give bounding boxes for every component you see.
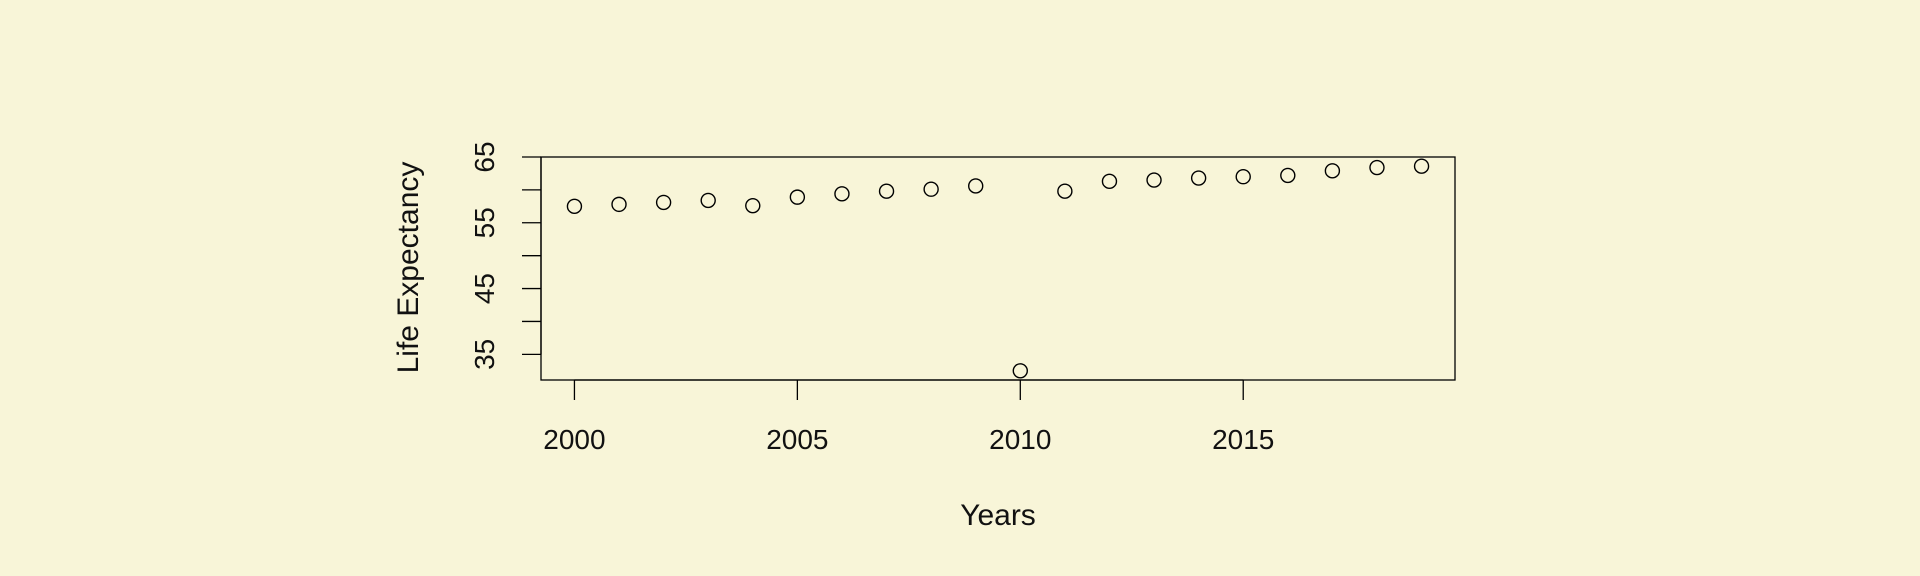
data-point bbox=[878, 183, 895, 199]
y-axis-ticks: 35 45 55 65 bbox=[469, 141, 541, 370]
x-axis-title: Years bbox=[960, 499, 1036, 532]
data-point bbox=[1280, 167, 1296, 184]
x-tick-label: 2000 bbox=[543, 424, 605, 455]
data-point bbox=[611, 196, 627, 213]
data-point bbox=[1235, 169, 1251, 185]
data-point bbox=[655, 194, 672, 211]
data-point bbox=[1057, 183, 1073, 199]
data-point bbox=[1012, 363, 1028, 379]
data-point bbox=[1413, 158, 1430, 174]
data-point bbox=[566, 198, 583, 215]
x-tick-label: 2010 bbox=[989, 424, 1051, 455]
x-tick-label: 2005 bbox=[766, 424, 828, 455]
data-point bbox=[1369, 159, 1385, 176]
y-tick-label: 55 bbox=[469, 207, 500, 238]
y-axis-title: Life Expectancy bbox=[392, 162, 425, 374]
data-point bbox=[789, 189, 806, 205]
data-point bbox=[1190, 170, 1207, 186]
data-point bbox=[700, 192, 716, 209]
data-point bbox=[834, 186, 850, 202]
y-tick-label: 45 bbox=[469, 273, 500, 304]
data-point bbox=[1101, 173, 1118, 190]
plot-frame bbox=[540, 156, 1456, 381]
data-points bbox=[566, 158, 1430, 379]
data-point bbox=[1146, 172, 1162, 188]
data-point bbox=[745, 197, 761, 214]
y-tick-label: 35 bbox=[469, 339, 500, 370]
y-tick-label: 65 bbox=[469, 141, 500, 172]
data-point bbox=[1324, 163, 1341, 179]
x-tick-label: 2015 bbox=[1212, 424, 1274, 455]
data-point bbox=[968, 178, 984, 194]
x-axis-ticks: 2000 2005 2010 2015 bbox=[543, 380, 1274, 455]
data-point bbox=[923, 181, 939, 197]
